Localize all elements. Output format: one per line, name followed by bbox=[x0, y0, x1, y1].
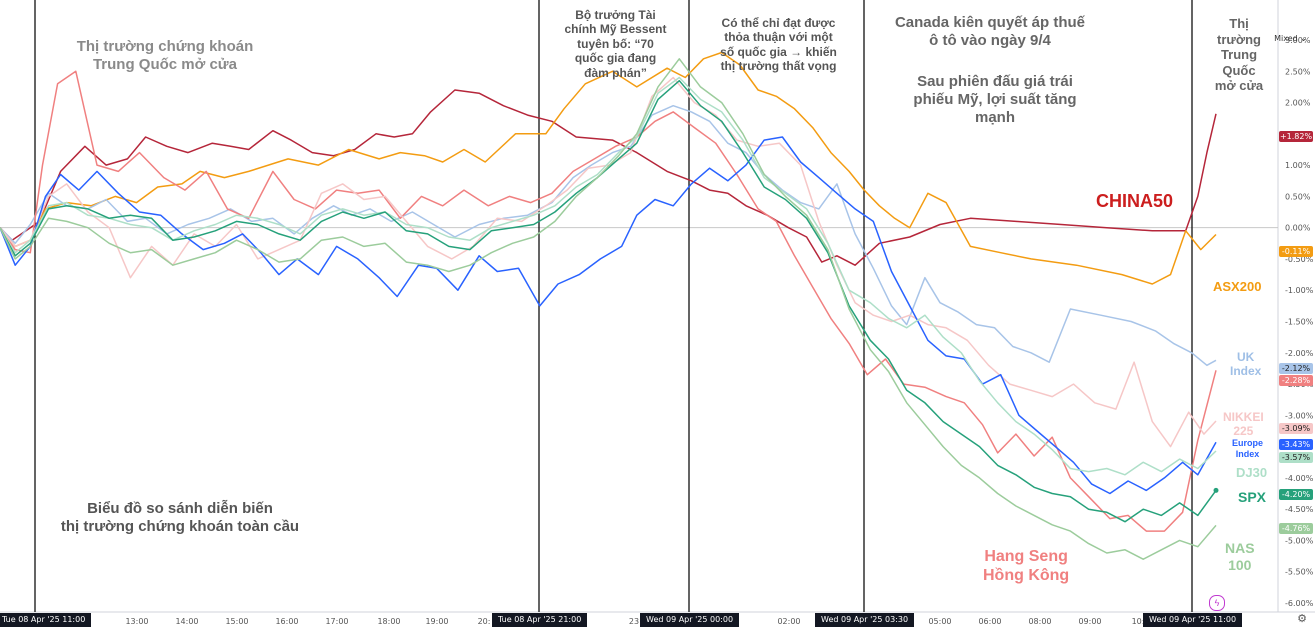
series-label-nikkei-225: NIKKEI 225 bbox=[1223, 410, 1264, 439]
annotation-canada: Canada kiên quyết áp thuế ô tô vào ngày … bbox=[894, 14, 1086, 49]
series-lines bbox=[0, 51, 1219, 560]
last-value-tag-hang-seng: -2.28% bbox=[1279, 375, 1313, 386]
annotation-bessent: Bộ trưởng Tài chính Mỹ Bessent tuyên bố:… bbox=[564, 8, 667, 80]
y-tick-label: -4.50% bbox=[1285, 505, 1314, 514]
series-line-uk-index bbox=[0, 104, 1217, 367]
x-tick-label: 02:00 bbox=[777, 617, 800, 626]
gear-icon[interactable]: ⚙ bbox=[1297, 613, 1307, 625]
x-axis-badge: Tue 08 Apr '25 11:00 bbox=[0, 613, 92, 627]
series-end-dot bbox=[1213, 487, 1219, 493]
chart-caption: Biểu đồ so sánh diễn biến thị trường chứ… bbox=[60, 500, 300, 535]
annotation-china-open: Thị trường chứng khoán Trung Quốc mở cửa bbox=[76, 38, 254, 73]
last-value-tag-nikkei-225: -3.09% bbox=[1279, 423, 1313, 434]
axis-mode-selector[interactable]: Mixed ⌄ bbox=[1274, 34, 1307, 43]
series-line-asx200 bbox=[0, 51, 1217, 285]
x-tick-label: 06:00 bbox=[978, 617, 1001, 626]
y-tick-label: 0.50% bbox=[1285, 192, 1311, 201]
last-value-tag-spx: -4.20% bbox=[1279, 489, 1313, 500]
plot-area bbox=[0, 0, 1278, 612]
x-tick-label: 09:00 bbox=[1078, 617, 1101, 626]
last-value-tag-uk-index: -2.12% bbox=[1279, 363, 1313, 374]
y-tick-label: -6.00% bbox=[1285, 599, 1314, 608]
y-tick-label: -1.00% bbox=[1285, 286, 1314, 295]
y-tick-label: 0.00% bbox=[1285, 224, 1311, 233]
series-line-nas-100 bbox=[0, 58, 1217, 560]
annotation-china-open-2: Thị trường Trung Quốc mở cửa bbox=[1214, 16, 1264, 94]
annotation-bond-auction: Sau phiên đấu giá trái phiếu Mỹ, lợi suấ… bbox=[913, 73, 1077, 126]
series-line-spx bbox=[0, 79, 1217, 523]
series-label-dj30: DJ30 bbox=[1236, 465, 1268, 480]
x-axis-badge: Wed 09 Apr '25 11:00 bbox=[1143, 613, 1243, 627]
x-tick-label: 20: bbox=[478, 617, 491, 626]
x-tick-label: 18:00 bbox=[377, 617, 400, 626]
x-tick-label: 15:00 bbox=[225, 617, 248, 626]
series-line-nikkei-225 bbox=[0, 76, 1217, 448]
y-tick-label: -3.00% bbox=[1285, 411, 1314, 420]
y-tick-label: -0.50% bbox=[1285, 255, 1314, 264]
y-tick-label: -4.00% bbox=[1285, 474, 1314, 483]
series-label-europe-index: Europe Index bbox=[1232, 438, 1264, 459]
x-tick-label: 08:00 bbox=[1028, 617, 1051, 626]
last-value-tag-asx200: -0.11% bbox=[1279, 246, 1313, 257]
x-tick-label: 16:00 bbox=[275, 617, 298, 626]
series-line-europe-index bbox=[0, 136, 1217, 495]
series-label-hang-seng: Hang Seng Hồng Kông bbox=[983, 548, 1070, 585]
y-tick-label: -2.00% bbox=[1285, 349, 1314, 358]
x-tick-label: 17:00 bbox=[325, 617, 348, 626]
x-tick-label: 05:00 bbox=[928, 617, 951, 626]
last-value-tag-nas-100: -4.76% bbox=[1279, 523, 1313, 534]
x-tick-label: 10: bbox=[1132, 617, 1145, 626]
series-label-spx: SPX bbox=[1238, 489, 1267, 505]
annotation-disappoint: Có thể chỉ đạt được thỏa thuận với một s… bbox=[720, 16, 837, 74]
series-label-nas-100: NAS 100 bbox=[1225, 540, 1255, 573]
y-tick-label: -5.50% bbox=[1285, 568, 1314, 577]
series-line-china50 bbox=[0, 89, 1217, 266]
x-axis: 13:00 14:00 15:00 16:00 17:00 18:00 19:00 20: 23… bbox=[125, 617, 1144, 626]
y-tick-label: 1.00% bbox=[1285, 161, 1311, 170]
x-tick-label: 13:00 bbox=[125, 617, 148, 626]
event-lines bbox=[34, 0, 1193, 612]
x-axis-badge: Wed 09 Apr '25 03:30 bbox=[815, 613, 915, 627]
last-value-tag-china50: +1.82% bbox=[1279, 131, 1313, 142]
y-tick-label: -5.00% bbox=[1285, 536, 1314, 545]
y-tick-label: 2.00% bbox=[1285, 99, 1311, 108]
series-label-asx200: ASX200 bbox=[1213, 279, 1262, 294]
bolt-icon[interactable]: ϟ bbox=[1209, 595, 1225, 611]
y-tick-label: -1.50% bbox=[1285, 318, 1314, 327]
x-axis-badge: Tue 08 Apr '25 21:00 bbox=[492, 613, 588, 627]
x-axis-badge: Wed 09 Apr '25 00:00 bbox=[640, 613, 740, 627]
x-tick-label: 23 bbox=[629, 617, 639, 626]
grid-lines bbox=[0, 0, 1315, 613]
series-label-uk-index: UK Index bbox=[1230, 350, 1262, 379]
series-label-china50: CHINA50 bbox=[1096, 191, 1174, 211]
last-value-tag-europe-index: -3.43% bbox=[1279, 439, 1313, 450]
last-value-tag-dj30: -3.57% bbox=[1279, 452, 1313, 463]
x-tick-label: 19:00 bbox=[425, 617, 448, 626]
y-tick-label: 3.00% bbox=[1285, 36, 1311, 45]
x-tick-label: 14:00 bbox=[175, 617, 198, 626]
y-tick-label: 2.50% bbox=[1285, 67, 1311, 76]
